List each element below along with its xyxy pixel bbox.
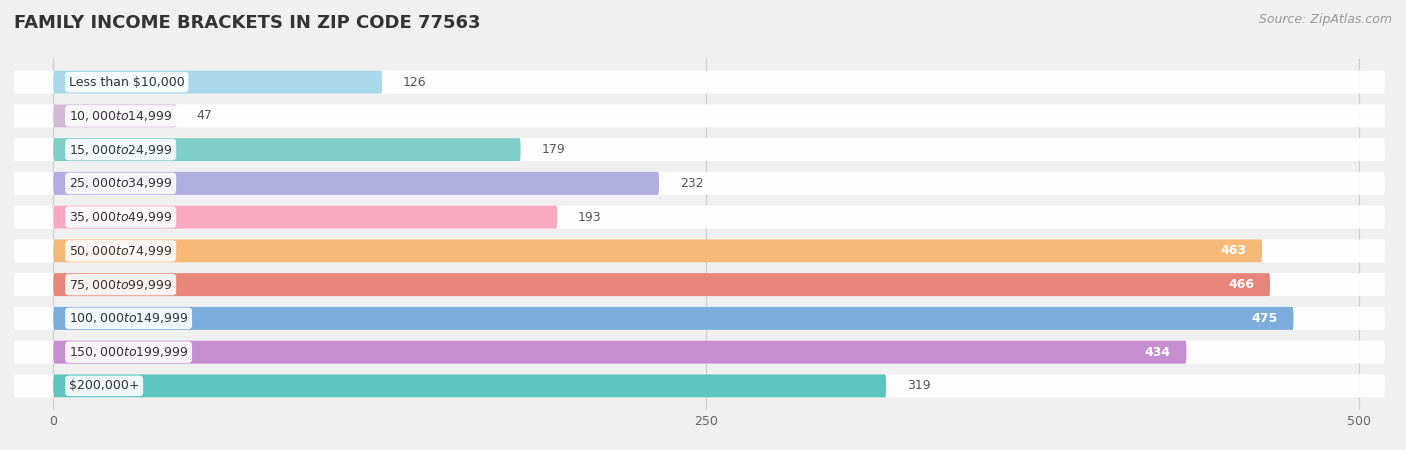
FancyBboxPatch shape [14,341,1385,364]
Text: 193: 193 [578,211,602,224]
FancyBboxPatch shape [14,206,1385,229]
FancyBboxPatch shape [53,172,659,195]
Text: 319: 319 [907,379,931,392]
FancyBboxPatch shape [14,239,1385,262]
FancyBboxPatch shape [14,172,1385,195]
Text: $10,000 to $14,999: $10,000 to $14,999 [69,109,173,123]
FancyBboxPatch shape [53,273,1270,296]
Text: $150,000 to $199,999: $150,000 to $199,999 [69,345,188,359]
Text: 475: 475 [1251,312,1278,325]
FancyBboxPatch shape [53,307,1294,330]
FancyBboxPatch shape [53,71,382,94]
Text: $35,000 to $49,999: $35,000 to $49,999 [69,210,173,224]
Text: $15,000 to $24,999: $15,000 to $24,999 [69,143,173,157]
Text: 466: 466 [1229,278,1254,291]
Text: $25,000 to $34,999: $25,000 to $34,999 [69,176,173,190]
Text: $100,000 to $149,999: $100,000 to $149,999 [69,311,188,325]
FancyBboxPatch shape [53,138,520,161]
FancyBboxPatch shape [14,71,1385,94]
Text: 434: 434 [1144,346,1171,359]
Text: 463: 463 [1220,244,1247,257]
Text: Less than $10,000: Less than $10,000 [69,76,184,89]
Text: $50,000 to $74,999: $50,000 to $74,999 [69,244,173,258]
Text: $75,000 to $99,999: $75,000 to $99,999 [69,278,173,292]
FancyBboxPatch shape [14,273,1385,296]
FancyBboxPatch shape [14,138,1385,161]
Text: FAMILY INCOME BRACKETS IN ZIP CODE 77563: FAMILY INCOME BRACKETS IN ZIP CODE 77563 [14,14,481,32]
Text: 47: 47 [197,109,212,122]
Text: Source: ZipAtlas.com: Source: ZipAtlas.com [1258,14,1392,27]
FancyBboxPatch shape [14,104,1385,127]
FancyBboxPatch shape [53,206,557,229]
Text: 232: 232 [681,177,703,190]
FancyBboxPatch shape [53,239,1263,262]
FancyBboxPatch shape [14,374,1385,397]
FancyBboxPatch shape [14,307,1385,330]
Text: 126: 126 [404,76,427,89]
FancyBboxPatch shape [53,341,1187,364]
FancyBboxPatch shape [53,104,176,127]
FancyBboxPatch shape [53,374,886,397]
Text: $200,000+: $200,000+ [69,379,139,392]
Text: 179: 179 [541,143,565,156]
